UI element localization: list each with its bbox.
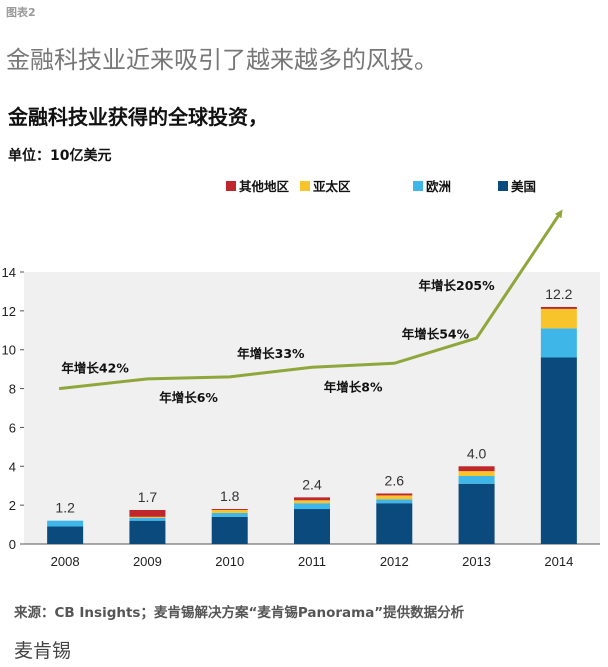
headline: 金融科技业近来吸引了越来越多的风投。 — [6, 46, 438, 74]
brand-logo-text: 麦肯锡 — [14, 640, 72, 662]
y-tick-label: 14 — [2, 265, 16, 280]
x-tick-label: 2013 — [462, 554, 491, 569]
y-tick-label: 0 — [9, 537, 16, 552]
legend-label-us: 美国 — [511, 179, 537, 194]
bar-segment-other — [294, 497, 330, 501]
legend-label-europe: 欧洲 — [426, 179, 452, 194]
legend-item-apac: 亚太区 — [300, 176, 351, 195]
bar-total-label: 1.2 — [55, 500, 75, 516]
x-tick-label: 2008 — [51, 554, 80, 569]
figure-label: 图表2 — [6, 6, 36, 19]
x-tick-label: 2011 — [298, 554, 326, 569]
bar-segment-apac — [458, 471, 495, 476]
bar-segment-us — [47, 526, 84, 544]
legend-item-europe: 欧洲 — [413, 176, 451, 195]
legend-swatch-apac — [300, 180, 310, 191]
chart-legend: 其他地区 亚太区 欧洲 美国 — [0, 176, 608, 196]
y-tick-label: 2 — [9, 498, 16, 513]
bar-total-label: 1.8 — [220, 488, 240, 504]
bar-total-label: 1.7 — [138, 489, 158, 505]
bar-segment-other — [458, 466, 495, 472]
bar-segment-other — [376, 493, 413, 496]
bar-total-label: 2.4 — [302, 476, 322, 492]
legend-item-other: 其他地区 — [226, 176, 289, 195]
growth-label: 年增长42% — [61, 361, 129, 376]
growth-label: 年增长33% — [237, 346, 305, 361]
bar-total-label: 4.0 — [467, 445, 487, 461]
growth-label: 年增长205% — [419, 278, 496, 293]
bar-segment-us — [376, 503, 413, 544]
y-tick-label: 8 — [9, 382, 16, 397]
x-tick-label: 2010 — [215, 554, 244, 569]
bar-segment-europe — [540, 328, 577, 358]
bar-segment-europe — [211, 512, 248, 517]
x-tick-label: 2009 — [133, 554, 162, 569]
source-note: 来源：CB Insights；麦肯锡解决方案“麦肯锡Panorama”提供数据分… — [14, 605, 465, 621]
x-tick-label: 2014 — [544, 554, 573, 569]
bar-segment-europe — [47, 520, 84, 527]
legend-item-us: 美国 — [498, 176, 536, 195]
bar-segment-us — [211, 516, 248, 544]
bar-segment-europe — [129, 517, 166, 521]
growth-label: 年增长6% — [159, 390, 218, 405]
bar-segment-europe — [458, 476, 495, 484]
bar-segment-europe — [376, 499, 413, 504]
growth-label: 年增长54% — [402, 327, 470, 342]
bar-segment-other — [211, 509, 248, 510]
bar-total-label: 12.2 — [545, 286, 572, 302]
bar-segment-apac — [294, 500, 330, 504]
chart-title: 金融科技业获得的全球投资， — [8, 105, 268, 129]
legend-swatch-europe — [413, 180, 423, 191]
y-tick-label: 12 — [2, 304, 16, 319]
x-tick-label: 2012 — [380, 554, 409, 569]
y-tick-label: 6 — [9, 420, 16, 435]
y-tick-label: 4 — [9, 459, 16, 474]
bar-total-label: 2.6 — [385, 472, 405, 488]
bar-segment-us — [458, 483, 495, 544]
bar-segment-apac — [211, 510, 248, 513]
bar-segment-us — [129, 520, 166, 544]
legend-label-other: 其他地区 — [239, 179, 290, 194]
bar-segment-apac — [129, 516, 166, 518]
bar-segment-other — [129, 510, 166, 517]
bar-segment-apac — [376, 495, 413, 500]
growth-label: 年增长8% — [324, 379, 383, 394]
bar-segment-europe — [294, 503, 330, 510]
growth-trend-line — [58, 209, 563, 391]
legend-swatch-us — [498, 180, 508, 191]
bar-segment-us — [540, 357, 577, 544]
unit-label: 单位：10亿美元 — [8, 148, 112, 164]
bar-segment-apac — [540, 308, 577, 329]
bar-segment-us — [294, 509, 330, 544]
y-tick-label: 10 — [2, 343, 16, 358]
legend-label-apac: 亚太区 — [313, 179, 351, 194]
legend-swatch-other — [226, 180, 236, 191]
bar-segment-other — [540, 306, 577, 309]
